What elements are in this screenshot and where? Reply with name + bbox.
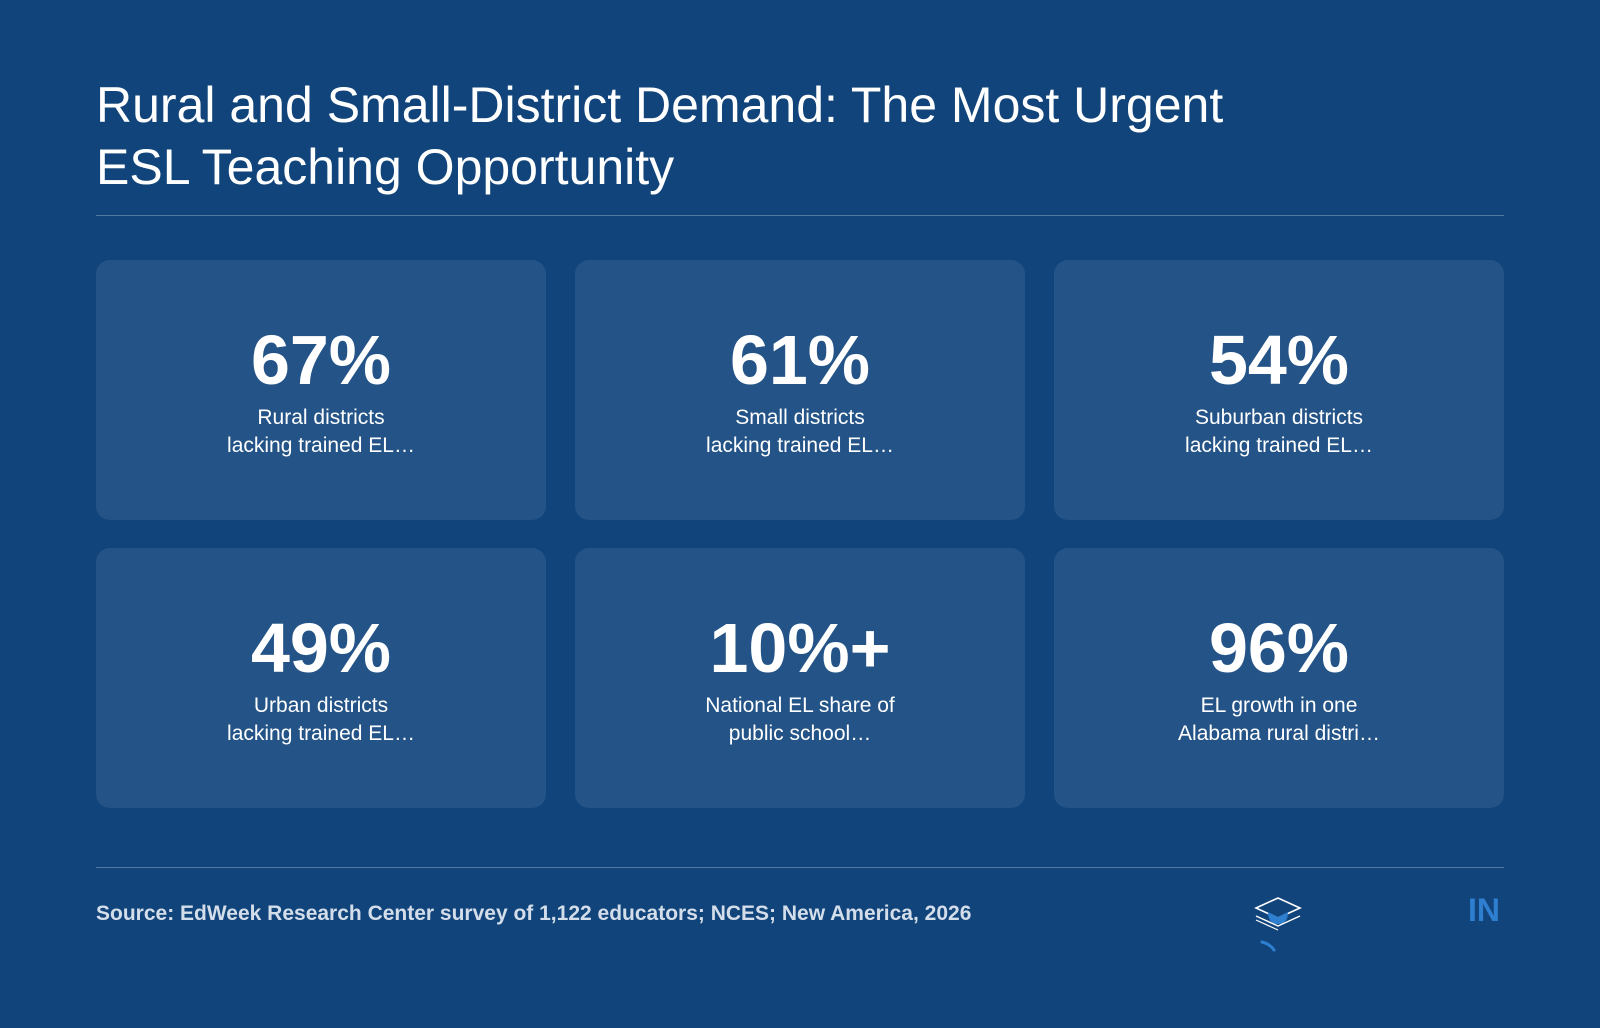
stat-card-suburban: 54% Suburban districts lacking trained E… — [1054, 260, 1504, 520]
stat-label-line-2: Alabama rural distri… — [1178, 722, 1380, 745]
stat-label: EL growth in one Alabama rural distri… — [1178, 692, 1380, 748]
graduation-cap-icon — [1252, 894, 1308, 954]
slide-title-line-2: ESL Teaching Opportunity — [96, 139, 675, 195]
stat-card-alabama-growth: 96% EL growth in one Alabama rural distr… — [1054, 548, 1504, 808]
source-citation: Source: EdWeek Research Center survey of… — [96, 902, 972, 925]
stat-label-line-2: public school… — [728, 722, 872, 745]
stat-label-line-1: Rural districts — [257, 406, 385, 429]
stat-label-line-2: lacking trained EL… — [1185, 434, 1373, 457]
stat-label: Urban districts lacking trained EL… — [227, 692, 415, 748]
slide-title-line-1: Rural and Small-District Demand: The Mos… — [96, 77, 1224, 133]
stat-value: 67% — [250, 321, 392, 399]
title-divider — [96, 215, 1504, 216]
footer-divider — [96, 867, 1504, 868]
stat-card-rural: 67% Rural districts lacking trained EL… — [96, 260, 546, 520]
stat-card-urban: 49% Urban districts lacking trained EL… — [96, 548, 546, 808]
stat-label-line-1: National EL share of — [705, 694, 895, 717]
stat-label-line-2: lacking trained EL… — [227, 434, 415, 457]
stat-value: 54% — [1208, 321, 1350, 399]
stat-card-national-share: 10%+ National EL share of public school… — [575, 548, 1025, 808]
stat-value: 96% — [1208, 609, 1350, 687]
stat-label-line-2: lacking trained EL… — [706, 434, 894, 457]
stat-value: 61% — [729, 321, 871, 399]
stat-card-small: 61% Small districts lacking trained EL… — [575, 260, 1025, 520]
stats-grid: 67% Rural districts lacking trained EL… … — [96, 260, 1504, 808]
stat-label-line-2: lacking trained EL… — [227, 722, 415, 745]
stat-label-line-1: EL growth in one — [1200, 694, 1358, 717]
stat-label-line-1: Suburban districts — [1194, 406, 1364, 429]
slide-title: Rural and Small-District Demand: The Mos… — [96, 74, 1396, 198]
stat-label: Suburban districts lacking trained EL… — [1185, 404, 1373, 460]
stat-value: 49% — [250, 609, 392, 687]
stat-label: Small districts lacking trained EL… — [706, 404, 894, 460]
stat-label: Rural districts lacking trained EL… — [227, 404, 415, 460]
stat-label-line-1: Small districts — [735, 406, 865, 429]
stat-label: National EL share of public school… — [705, 692, 895, 748]
stat-value: 10%+ — [709, 609, 891, 687]
stat-label-line-1: Urban districts — [253, 694, 389, 717]
brand-logo-text: IN — [1468, 892, 1500, 928]
